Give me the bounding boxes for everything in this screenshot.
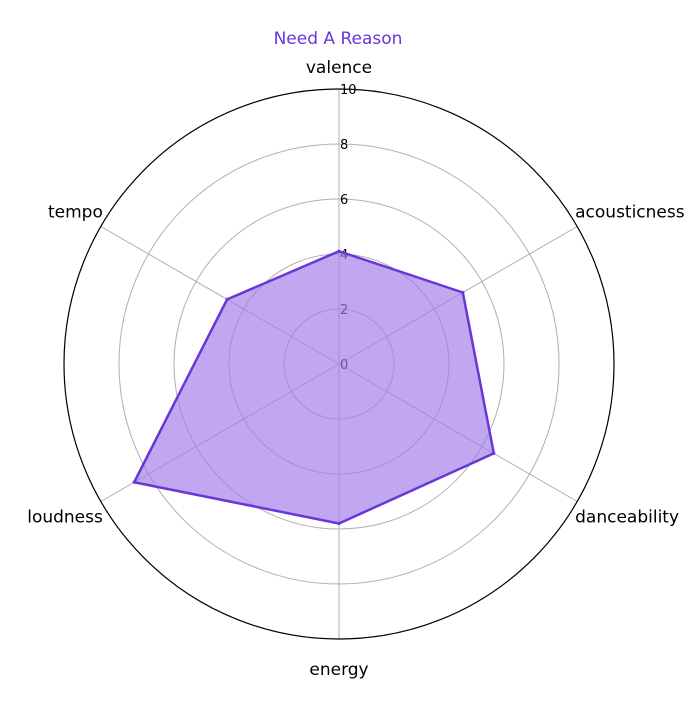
series-polygon-0 <box>132 250 496 525</box>
data-point-acousticness <box>461 290 465 295</box>
axis-label-valence: valence <box>306 58 372 78</box>
axis-label-loudness: loudness <box>27 508 103 528</box>
axis-label-energy: energy <box>309 660 368 680</box>
outer-ring <box>63 88 615 640</box>
data-point-energy <box>337 521 341 526</box>
data-point-valence <box>337 249 341 253</box>
axis-labels: valence acousticness danceability energy lou… <box>27 58 685 680</box>
tick-label-10: 10 <box>340 83 357 98</box>
axis-label-tempo: tempo <box>48 203 103 223</box>
data-point-tempo <box>225 297 229 301</box>
data-point-danceability <box>492 451 496 455</box>
axis-label-danceability: danceability <box>575 508 679 528</box>
tick-label-6: 6 <box>340 193 348 208</box>
tick-label-8: 8 <box>340 138 348 153</box>
data-point-loudness <box>132 480 136 484</box>
series-area <box>132 249 496 526</box>
axis-label-acousticness: acousticness <box>575 203 685 223</box>
chart-title: Need A Reason <box>274 29 403 49</box>
